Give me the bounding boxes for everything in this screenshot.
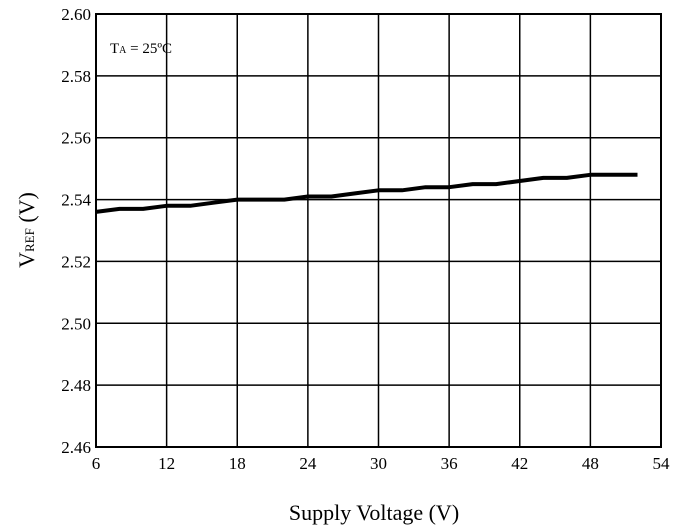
x-tick-label: 24 bbox=[299, 454, 317, 473]
x-tick-label: 42 bbox=[511, 454, 528, 473]
x-tick-label: 6 bbox=[92, 454, 101, 473]
y-tick-labels: 2.46 2.48 2.50 2.52 2.54 2.56 2.58 2.60 bbox=[61, 5, 91, 457]
y-tick-label: 2.60 bbox=[61, 5, 91, 24]
x-tick-labels: 6 12 18 24 30 36 42 48 54 bbox=[92, 454, 670, 473]
y-axis-title-unit: (V) bbox=[14, 192, 39, 228]
y-axis-title-subscript: REF bbox=[22, 228, 37, 252]
y-axis-title-main: V bbox=[14, 252, 39, 268]
y-tick-label: 2.56 bbox=[61, 129, 91, 148]
y-tick-label: 2.52 bbox=[61, 252, 91, 271]
x-tick-label: 54 bbox=[653, 454, 671, 473]
x-tick-label: 36 bbox=[441, 454, 458, 473]
series-layer bbox=[95, 172, 638, 214]
x-tick-label: 12 bbox=[158, 454, 175, 473]
y-tick-label: 2.48 bbox=[61, 376, 91, 395]
plot-frame bbox=[95, 13, 662, 448]
x-tick-label: 30 bbox=[370, 454, 387, 473]
temperature-annotation: TA = 25ºC bbox=[110, 41, 172, 57]
y-tick-label: 2.46 bbox=[61, 438, 91, 457]
y-axis-title: VREF (V) bbox=[14, 192, 39, 268]
annotation-main: T bbox=[110, 41, 119, 57]
annotation-subscript: A bbox=[119, 45, 127, 56]
grid bbox=[96, 14, 661, 447]
y-tick-label: 2.58 bbox=[61, 67, 91, 86]
x-axis-title: Supply Voltage (V) bbox=[289, 500, 459, 525]
y-tick-label: 2.50 bbox=[61, 314, 91, 333]
y-tick-label: 2.54 bbox=[61, 191, 91, 210]
x-tick-label: 18 bbox=[229, 454, 246, 473]
series-line-0 bbox=[95, 172, 638, 214]
annotation-rest: = 25ºC bbox=[126, 41, 172, 57]
x-tick-label: 48 bbox=[582, 454, 599, 473]
